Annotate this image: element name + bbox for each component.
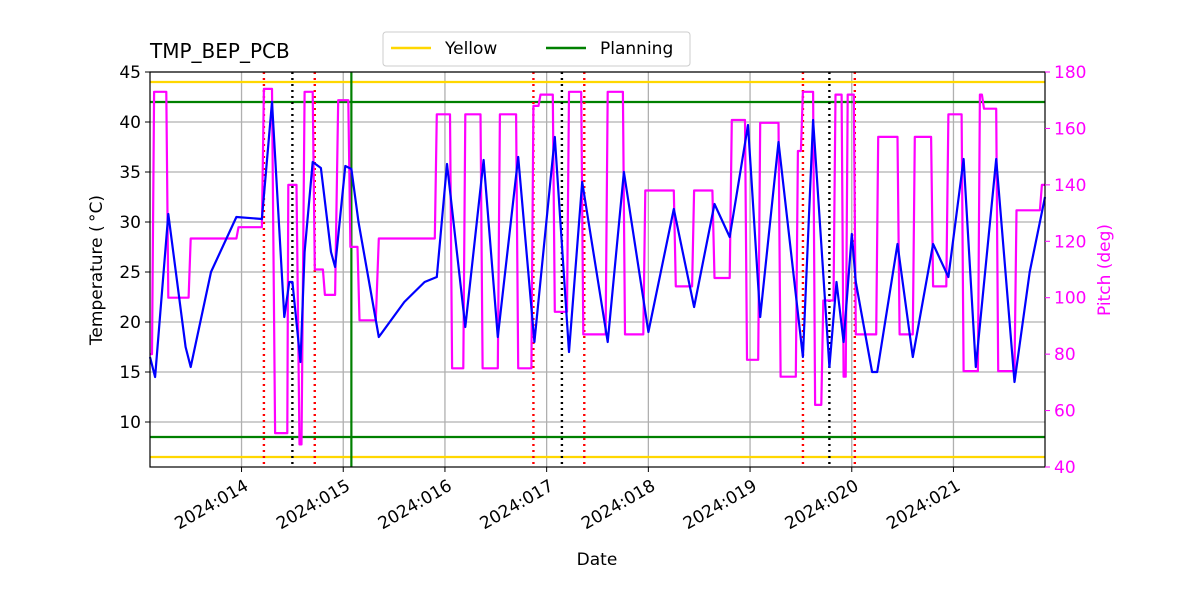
y2-tick-label: 100 xyxy=(1054,289,1086,309)
temperature-series-line xyxy=(148,100,1047,384)
y-tick-label: 35 xyxy=(119,163,141,183)
legend-label-yellow: Yellow xyxy=(444,39,497,59)
y-tick-label: 40 xyxy=(119,113,141,133)
plot-frame xyxy=(149,71,1046,468)
series-lines xyxy=(148,87,1047,446)
y-tick-label: 20 xyxy=(119,313,141,333)
y2-axis-label: Pitch (deg) xyxy=(1095,224,1115,316)
y-axis-label: Temperature ( °C) xyxy=(87,195,107,346)
legend-label-planning: Planning xyxy=(600,39,673,59)
event-markers xyxy=(262,72,857,467)
limit-lines xyxy=(150,80,1045,459)
chart-title: TMP_BEP_PCB xyxy=(149,39,290,63)
y-tick-label: 25 xyxy=(119,263,141,283)
y-tick-label: 30 xyxy=(119,213,141,233)
y-tick-label: 10 xyxy=(119,413,141,433)
pitch-series-line xyxy=(150,87,1045,446)
y-tick-label: 45 xyxy=(119,63,141,83)
y2-tick-label: 40 xyxy=(1054,458,1076,478)
x-axis-label: Date xyxy=(577,550,618,570)
y2-tick-label: 80 xyxy=(1054,345,1076,365)
legend-frame xyxy=(382,31,691,67)
y2-tick-label: 180 xyxy=(1054,63,1086,83)
y-tick-label: 15 xyxy=(119,363,141,383)
y2-tick-label: 160 xyxy=(1054,119,1086,139)
y2-tick-label: 120 xyxy=(1054,232,1086,252)
legend: Yellow Planning xyxy=(382,31,691,67)
y2-tick-label: 140 xyxy=(1054,176,1086,196)
y2-tick-label: 60 xyxy=(1054,402,1076,422)
